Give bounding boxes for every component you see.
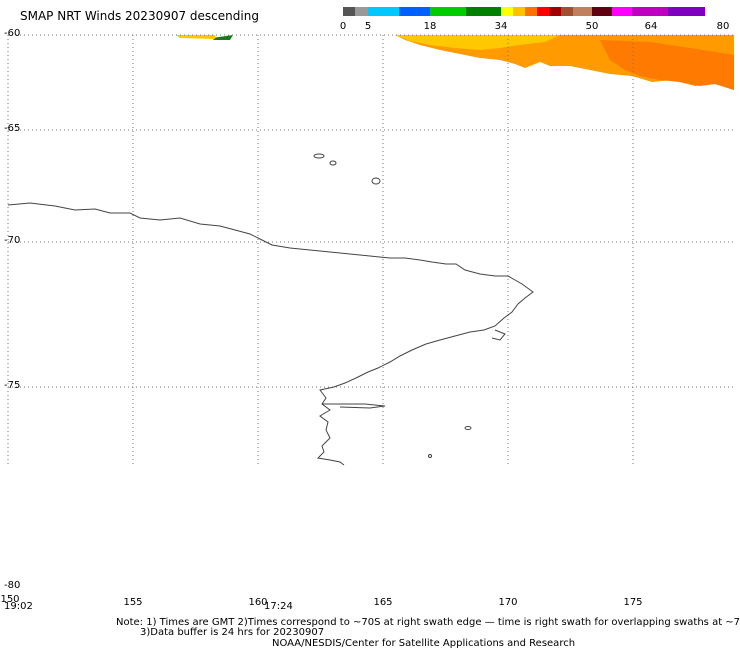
scale-segment	[561, 7, 573, 16]
wind-swath-yellow	[395, 35, 560, 50]
scale-segment	[525, 7, 537, 16]
lat-label-75: -75	[4, 380, 21, 391]
scale-segment	[537, 7, 549, 16]
scale-segment	[501, 7, 513, 16]
scale-segment	[612, 7, 632, 16]
scale-segment	[430, 7, 466, 16]
scale-segment	[592, 7, 612, 16]
lon-label-160: 160	[248, 597, 268, 608]
island-1	[313, 153, 325, 159]
scale-label-50: 50	[585, 21, 599, 32]
lon-label-165: 165	[373, 597, 393, 608]
scale-segment	[668, 7, 705, 16]
scale-segment	[466, 7, 501, 16]
scale-segment	[399, 7, 430, 16]
scale-segment	[368, 7, 399, 16]
lon-label-155: 155	[123, 597, 143, 608]
wind-speed-color-scale	[343, 7, 729, 16]
wind-swath-dark-orange	[600, 40, 734, 90]
coastline-ice-shelf-edge	[322, 403, 386, 409]
scale-label-5: 5	[364, 21, 372, 32]
grid	[7, 34, 734, 465]
time-label-center: 17:24	[264, 601, 293, 612]
coastline	[7, 153, 534, 466]
scale-label-80: 80	[716, 21, 730, 32]
scale-label-0: 0	[339, 21, 347, 32]
wind-swath	[176, 35, 734, 90]
scale-segment	[632, 7, 668, 16]
island-4	[464, 426, 472, 430]
lat-label-60: -60	[4, 28, 21, 39]
lon-label-170: 170	[498, 597, 518, 608]
island-3	[371, 177, 381, 185]
lon-label-175: 175	[623, 597, 643, 608]
scale-segment	[573, 7, 592, 16]
chart-title: SMAP NRT Winds 20230907 descending	[20, 9, 259, 23]
scale-label-18: 18	[423, 21, 437, 32]
scale-segment	[343, 7, 355, 16]
island-2	[329, 160, 337, 166]
scale-label-34: 34	[494, 21, 508, 32]
scale-segment	[549, 7, 561, 16]
note-line-2: 3)Data buffer is 24 hrs for 20230907	[140, 627, 325, 638]
note-line-1: Note: 1) Times are GMT 2)Times correspon…	[116, 617, 740, 628]
lon-label-150: 150	[0, 594, 20, 605]
lat-label-80: -80	[4, 580, 21, 591]
time-label-left: 19:02	[4, 601, 33, 612]
coastline-bay	[491, 329, 506, 341]
wind-swath-green	[212, 35, 233, 40]
note-line-3: NOAA/NESDIS/Center for Satellite Applica…	[272, 638, 576, 649]
scale-label-64: 64	[644, 21, 658, 32]
wind-swath-yellow-left	[176, 35, 215, 39]
coastline-main	[7, 202, 534, 466]
scale-segment	[355, 7, 368, 16]
island-5	[428, 454, 432, 458]
scale-segment	[513, 7, 525, 16]
lat-label-70: -70	[4, 235, 21, 246]
lat-label-65: -65	[4, 123, 21, 134]
